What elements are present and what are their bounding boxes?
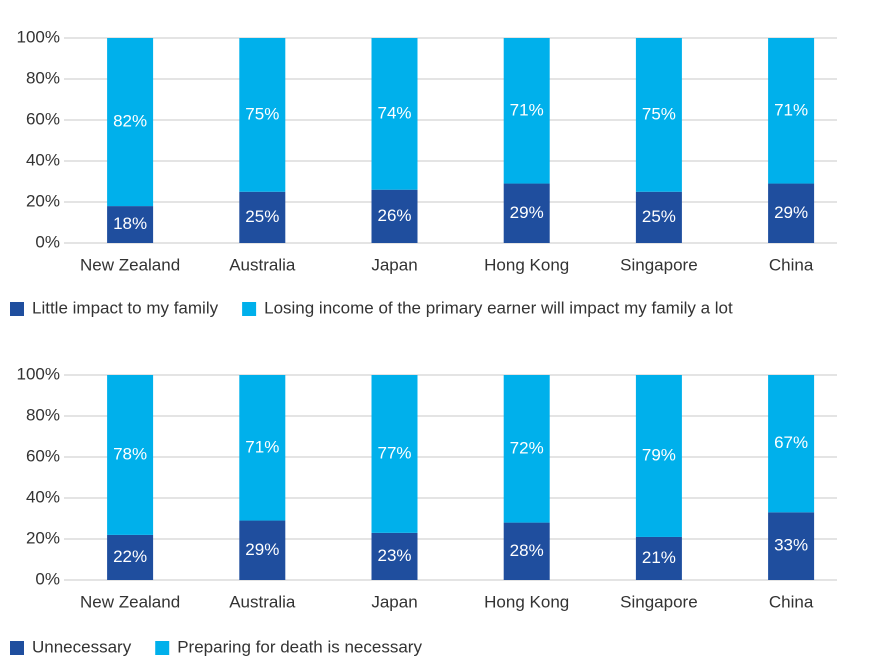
legend-label: Losing income of the primary earner will… [264, 298, 733, 317]
data-label: 67% [774, 433, 808, 452]
x-tick-label: Hong Kong [484, 255, 569, 274]
y-tick-label: 100% [17, 27, 60, 46]
bar-segment [371, 532, 418, 580]
legend-label: Unnecessary [32, 637, 132, 656]
data-label: 74% [377, 103, 411, 122]
data-label: 22% [113, 547, 147, 566]
bar-segment [635, 38, 682, 192]
bar-segment [503, 522, 550, 580]
x-tick-label: Singapore [620, 592, 698, 611]
bar-segment [371, 189, 418, 243]
data-label: 25% [642, 207, 676, 226]
bar-segment [107, 38, 154, 207]
bar-segment [371, 38, 418, 190]
legend-swatch [242, 302, 257, 316]
data-label: 29% [774, 203, 808, 222]
data-label: 79% [642, 445, 676, 464]
data-label: 21% [642, 548, 676, 567]
data-label: 78% [113, 444, 147, 463]
bar-segment [503, 183, 550, 243]
data-label: 23% [377, 546, 411, 565]
bar-segment [503, 375, 550, 523]
bar-segment [635, 191, 682, 243]
data-label: 29% [510, 203, 544, 222]
data-label: 77% [377, 443, 411, 462]
y-tick-label: 20% [26, 191, 60, 210]
bar-segment [239, 191, 286, 243]
bar-segment [107, 534, 154, 580]
x-tick-label: New Zealand [80, 255, 180, 274]
data-label: 75% [245, 104, 279, 123]
x-tick-label: Singapore [620, 255, 698, 274]
data-label: 75% [642, 104, 676, 123]
legend-swatch [155, 641, 170, 655]
data-label: 33% [774, 536, 808, 555]
bar-segment [635, 375, 682, 537]
bar-segment [239, 38, 286, 192]
bar-segment [371, 375, 418, 533]
y-tick-label: 40% [26, 487, 60, 506]
bar-segment [239, 520, 286, 580]
bar-segment [107, 375, 154, 535]
data-label: 71% [245, 437, 279, 456]
data-label: 26% [377, 206, 411, 225]
x-tick-label: China [769, 255, 814, 274]
bar-segment [768, 38, 815, 184]
x-tick-label: China [769, 592, 814, 611]
x-tick-label: Japan [371, 255, 417, 274]
bar-segment [768, 375, 815, 513]
bar-segment [768, 512, 815, 580]
bar-segment [635, 536, 682, 580]
legend-swatch [10, 641, 24, 655]
y-tick-label: 60% [26, 446, 60, 465]
x-tick-label: Japan [371, 592, 417, 611]
bar-segment [107, 206, 154, 243]
bar-segment [768, 183, 815, 243]
y-tick-label: 60% [26, 109, 60, 128]
data-label: 71% [774, 100, 808, 119]
y-tick-label: 80% [26, 405, 60, 424]
y-tick-label: 20% [26, 528, 60, 547]
y-tick-label: 100% [17, 364, 60, 383]
legend-swatch [10, 302, 24, 316]
x-tick-label: New Zealand [80, 592, 180, 611]
data-label: 28% [510, 541, 544, 560]
y-tick-label: 80% [26, 68, 60, 87]
data-label: 25% [245, 207, 279, 226]
x-tick-label: Australia [229, 592, 296, 611]
x-tick-label: Australia [229, 255, 296, 274]
y-tick-label: 40% [26, 150, 60, 169]
y-tick-label: 0% [35, 232, 60, 251]
legend-label: Preparing for death is necessary [177, 637, 422, 656]
y-tick-label: 0% [35, 569, 60, 588]
data-label: 18% [113, 214, 147, 233]
bar-segment [239, 375, 286, 521]
data-label: 29% [245, 540, 279, 559]
data-label: 82% [113, 112, 147, 131]
legend-label: Little impact to my family [32, 298, 219, 317]
x-tick-label: Hong Kong [484, 592, 569, 611]
data-label: 72% [510, 438, 544, 457]
data-label: 71% [510, 100, 544, 119]
bar-segment [503, 38, 550, 184]
